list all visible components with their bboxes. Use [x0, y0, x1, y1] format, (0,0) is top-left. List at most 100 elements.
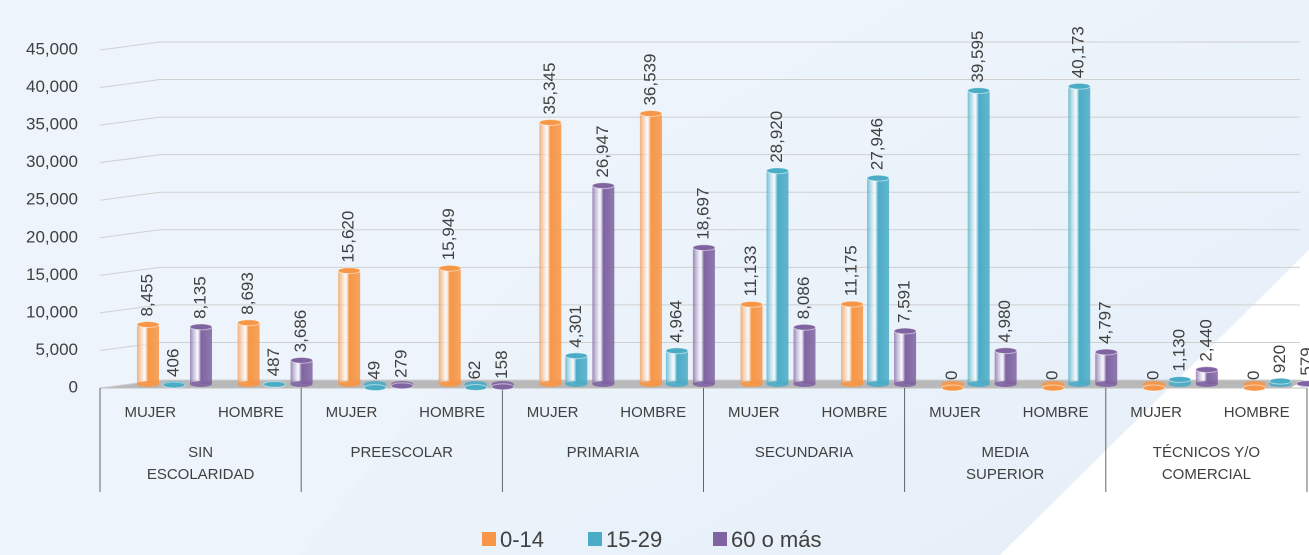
bar-cap [665, 347, 689, 355]
value-label: 36,539 [640, 54, 659, 106]
value-label: 15,620 [339, 211, 358, 263]
bar-cap [1242, 384, 1266, 392]
value-label: 18,697 [693, 188, 712, 240]
legend-swatch [713, 532, 727, 546]
grid-line [99, 304, 1300, 314]
bar-cap [390, 382, 414, 390]
bar [338, 270, 361, 384]
bar-cap [1142, 384, 1166, 392]
bar [1195, 369, 1218, 384]
bar-cap [1041, 384, 1065, 392]
y-tick-label: 30,000 [26, 152, 78, 171]
bar-cap [162, 381, 186, 389]
group-label-box: PRIMARIA [567, 444, 640, 461]
bar-cap [136, 320, 160, 328]
legend-label: 60 o más [731, 527, 822, 552]
bar [1068, 86, 1091, 384]
bar-cap [941, 384, 965, 392]
bar [692, 247, 715, 384]
value-label: 40,173 [1069, 26, 1088, 78]
legend-swatch [588, 532, 602, 546]
legend-label: 0-14 [500, 527, 544, 552]
y-tick-label: 15,000 [26, 265, 78, 284]
group-label: MEDIA SUPERIOR [966, 444, 1045, 483]
x-tick-label: MUJER [527, 404, 579, 421]
bar-base [137, 381, 159, 387]
bar-base [692, 381, 715, 387]
bar-base [237, 381, 260, 387]
group-label: SIN ESCOLARIDAD [146, 444, 255, 483]
bar-base [438, 381, 461, 387]
grid-line [99, 379, 1300, 389]
value-label: 35,345 [540, 63, 559, 115]
bar-cap [263, 380, 287, 388]
bar-base [665, 381, 688, 387]
bar-base [338, 381, 361, 387]
value-label: 279 [392, 350, 411, 378]
group-label-box: PREESCOLAR [350, 444, 453, 461]
bar [766, 170, 789, 384]
y-tick-label: 45,000 [26, 39, 78, 58]
bar-cap [866, 174, 890, 182]
bar-base [639, 381, 662, 387]
bar [539, 122, 562, 384]
bar [565, 355, 588, 384]
value-label: 8,086 [794, 277, 813, 320]
bar-cap [290, 356, 314, 364]
value-label: 27,946 [868, 118, 887, 170]
group-label: TÉCNICOS Y/O COMERCIAL [1152, 444, 1261, 483]
value-label: 49 [365, 361, 384, 380]
group-label-box: SIN ESCOLARIDAD [146, 444, 255, 483]
bar [237, 322, 260, 384]
bar-cap [893, 327, 917, 335]
value-label: 39,595 [968, 31, 987, 83]
bar-cap [237, 319, 261, 327]
bar-base [190, 381, 212, 387]
bar [639, 113, 662, 384]
value-label: 1,130 [1169, 329, 1188, 372]
value-label: 2,440 [1196, 319, 1215, 362]
value-label: 62 [465, 361, 484, 380]
bar-cap [1168, 376, 1192, 384]
x-tick-label: HOMBRE [1023, 404, 1089, 421]
bar [137, 324, 159, 384]
bar-cap [766, 167, 789, 175]
value-label: 4,980 [995, 300, 1014, 343]
bar-cap [740, 300, 763, 308]
value-label: 487 [264, 348, 283, 376]
bar [1095, 351, 1118, 384]
value-label: 28,920 [767, 111, 786, 163]
grid-line [99, 154, 1300, 164]
value-label: 11,175 [842, 245, 861, 296]
value-label: 15,949 [439, 208, 458, 260]
bar-cap [994, 347, 1018, 355]
background-shape [300, 0, 1309, 555]
value-label: 8,455 [137, 274, 156, 317]
bar-base [994, 381, 1017, 387]
bar-base [967, 381, 990, 387]
y-tick-label: 25,000 [26, 190, 78, 209]
value-label: 158 [492, 350, 511, 378]
bar-base [841, 381, 864, 387]
x-tick-label: HOMBRE [1224, 404, 1290, 421]
group-label: PREESCOLAR [350, 444, 453, 461]
y-tick-label: 40,000 [26, 77, 78, 96]
bar-cap [1195, 366, 1219, 374]
grid-line [99, 79, 1300, 89]
grid-line [99, 41, 1300, 51]
bar [438, 268, 461, 384]
bar [740, 304, 763, 384]
x-tick-label: HOMBRE [419, 404, 485, 421]
value-label: 26,947 [593, 126, 612, 178]
bar-base [1095, 381, 1118, 387]
value-label: 7,591 [895, 280, 914, 323]
bar-base [793, 381, 816, 387]
value-label: 4,301 [566, 305, 585, 348]
bar-cap [438, 264, 462, 272]
x-tick-label: HOMBRE [620, 404, 686, 421]
bar [793, 327, 816, 384]
bar-base [1068, 381, 1091, 387]
bar-base [539, 381, 562, 387]
bar-cap [967, 87, 991, 95]
